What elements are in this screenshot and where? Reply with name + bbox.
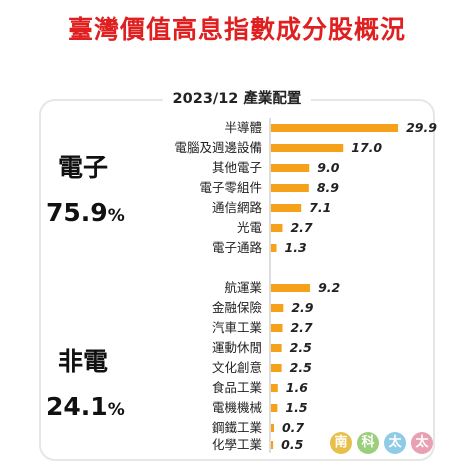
- category-label: 電機機械: [212, 400, 263, 415]
- bar: [271, 441, 274, 449]
- group-non-electronics: 非電 24.1%: [46, 342, 156, 421]
- category-label: 汽車工業: [212, 320, 263, 335]
- data-label: 2.5: [290, 340, 312, 355]
- category-label: 通信網路: [212, 200, 263, 215]
- bar: [271, 384, 278, 392]
- bar: [271, 224, 283, 232]
- chart-subtitle-wrap: 2023/12 產業配置: [0, 87, 474, 108]
- bar: [271, 344, 282, 352]
- watermark-char: 太: [411, 432, 433, 454]
- data-label: 1.5: [285, 400, 307, 415]
- category-label: 電子通路: [212, 240, 263, 255]
- category-label: 化學工業: [212, 437, 263, 452]
- bar: [271, 424, 274, 432]
- bar: [271, 364, 282, 372]
- category-label: 航運業: [224, 280, 262, 295]
- data-label: 0.7: [282, 420, 304, 435]
- group-non-electronics-percent-sign: %: [107, 400, 125, 420]
- page-title: 臺灣價值高息指數成分股概況: [67, 15, 406, 44]
- category-label: 光電: [237, 220, 263, 235]
- bar: [271, 204, 302, 212]
- data-label: 0.5: [281, 437, 303, 452]
- bar: [271, 164, 310, 172]
- data-label: 9.2: [318, 280, 340, 295]
- watermark-char: 太: [384, 432, 406, 454]
- group-electronics: 電子 75.9%: [46, 148, 156, 227]
- category-label: 食品工業: [212, 380, 263, 395]
- group-non-electronics-name: 非電: [58, 347, 109, 376]
- category-label: 電子零組件: [199, 180, 262, 195]
- category-label: 鋼鐵工業: [212, 420, 263, 435]
- group-electronics-name: 電子: [58, 153, 109, 182]
- group-electronics-percent-sign: %: [107, 206, 125, 226]
- data-label: 29.9: [406, 120, 437, 135]
- bar: [271, 144, 344, 152]
- data-label: 2.5: [290, 360, 312, 375]
- bar: [271, 244, 277, 252]
- bar: [271, 184, 309, 192]
- data-label: 7.1: [309, 200, 331, 215]
- category-label: 文化創意: [212, 360, 262, 375]
- bar: [271, 404, 278, 412]
- data-label: 1.3: [285, 240, 307, 255]
- bar: [271, 124, 399, 132]
- data-label: 1.6: [286, 380, 308, 395]
- data-label: 2.7: [290, 320, 312, 335]
- category-label: 運動休閒: [212, 340, 262, 355]
- category-label: 其他電子: [212, 160, 262, 175]
- category-label: 電腦及週邊設備: [174, 140, 262, 155]
- data-label: 8.9: [317, 180, 339, 195]
- watermark-char: 科: [357, 432, 379, 454]
- data-label: 2.7: [290, 220, 312, 235]
- category-label: 金融保險: [212, 300, 263, 315]
- chart-title: 2023/12 產業配置: [162, 91, 312, 107]
- bar: [271, 284, 311, 292]
- group-electronics-percent: 75.9%: [46, 198, 156, 227]
- bar: [271, 304, 284, 312]
- group-electronics-percent-value: 75.9: [46, 198, 108, 227]
- watermark-char: 南: [330, 432, 352, 454]
- category-label: 半導體: [224, 120, 262, 135]
- bar: [271, 324, 283, 332]
- group-non-electronics-percent-value: 24.1: [46, 392, 108, 421]
- data-label: 17.0: [351, 140, 382, 155]
- data-label: 9.0: [317, 160, 339, 175]
- group-non-electronics-percent: 24.1%: [46, 392, 156, 421]
- data-label: 2.9: [291, 300, 313, 315]
